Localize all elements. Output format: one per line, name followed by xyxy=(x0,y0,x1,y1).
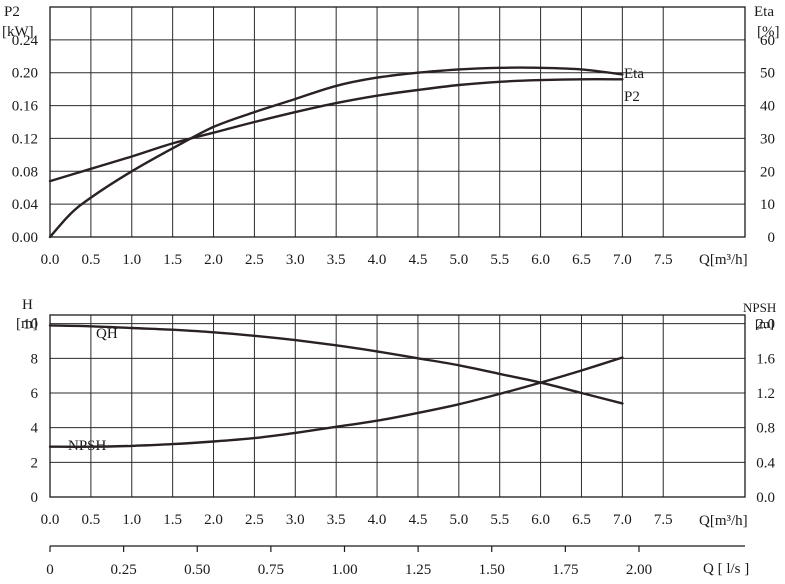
top-x-tick-label: 2.5 xyxy=(245,252,264,268)
eta-axis-title: Eta xyxy=(754,4,774,20)
top-right-tick-label: 0 xyxy=(768,230,776,246)
top-left-tick-label: 0.12 xyxy=(12,131,38,147)
ls-x-tick-label: 0 xyxy=(46,562,54,578)
bottom-x-tick-label: 0.5 xyxy=(82,512,101,528)
top-x-tick-label: 3.0 xyxy=(286,252,305,268)
bottom-x-tick-label: 5.5 xyxy=(490,512,509,528)
h-axis-unit: [m] xyxy=(16,316,38,332)
npsh-axis-title: NPSH xyxy=(743,300,776,315)
ls-x-tick-label: 1.75 xyxy=(552,562,578,578)
top-x-tick-label: 5.0 xyxy=(449,252,468,268)
bottom-x-tick-label: 1.5 xyxy=(163,512,182,528)
bottom-x-tick-label: 0.0 xyxy=(41,512,60,528)
bottom-plot-frame xyxy=(49,314,746,498)
top-right-tick-label: 20 xyxy=(760,164,775,180)
ls-x-tick-label: 0.75 xyxy=(258,562,284,578)
top-plot-frame xyxy=(49,6,746,238)
bottom-x-tick-label: 4.0 xyxy=(368,512,387,528)
bottom-right-tick-label: 1.2 xyxy=(756,386,775,402)
bottom-x-tick-label: 7.5 xyxy=(654,512,673,528)
top-left-tick-label: 0.20 xyxy=(12,66,38,82)
top-left-tick-label: 0.24 xyxy=(12,33,39,49)
bottom-left-tick-label: 4 xyxy=(31,421,39,437)
bottom-x-tick-label: 6.5 xyxy=(572,512,591,528)
bottom-left-tick-label: 8 xyxy=(31,351,39,367)
bottom-left-tick-label: 6 xyxy=(31,386,39,402)
bottom-x-tick-label: 3.5 xyxy=(327,512,346,528)
bottom-left-tick-label: 2 xyxy=(31,455,39,471)
top-left-tick-label: 0.16 xyxy=(12,99,39,115)
bottom-x-tick-label: 2.5 xyxy=(245,512,264,528)
ls-x-tick-label: 1.00 xyxy=(331,562,357,578)
top-x-tick-label: 6.5 xyxy=(572,252,591,268)
bottom-left-tick-label: 0 xyxy=(31,490,39,506)
top-x-tick-label: 4.0 xyxy=(368,252,387,268)
bottom-right-tick-label: 2.0 xyxy=(756,317,775,333)
bottom-x-tick-label: 3.0 xyxy=(286,512,305,528)
ls-x-tick-label: 0.25 xyxy=(110,562,136,578)
top-x-tick-label: 1.0 xyxy=(122,252,141,268)
top-right-tick-label: 60 xyxy=(760,33,775,49)
bottom-right-tick-label: 0.0 xyxy=(756,490,775,506)
grid-layer xyxy=(49,6,746,552)
tick-labels-layer: 0.0 0.5 1.0 1.5 2.0 2.5 3.0 3.5 4.0 4.5 5.0 5.5 6.0 6… xyxy=(12,33,776,578)
eta-curve xyxy=(48,66,624,239)
bottom-x-axis-label: Q[m³/h] xyxy=(699,513,748,529)
top-x-tick-label: 2.0 xyxy=(204,252,223,268)
top-x-tick-label: 7.0 xyxy=(613,252,632,268)
top-x-tick-label: 5.5 xyxy=(490,252,509,268)
bottom-x-tick-label: 5.0 xyxy=(449,512,468,528)
bottom-right-tick-label: 0.8 xyxy=(756,421,775,437)
top-x-tick-label: 0.0 xyxy=(41,252,60,268)
top-left-tick-label: 0.00 xyxy=(12,230,38,246)
top-x-axis-label: Q[m³/h] xyxy=(699,252,748,268)
curves-layer xyxy=(48,66,624,448)
eta-series-label: Eta xyxy=(624,66,644,82)
ls-x-tick-label: 0.50 xyxy=(184,562,210,578)
top-x-tick-label: 4.5 xyxy=(409,252,428,268)
top-right-tick-label: 50 xyxy=(760,66,775,82)
ls-axis-label: Q [ l/s ] xyxy=(703,561,749,577)
bottom-x-tick-label: 4.5 xyxy=(409,512,428,528)
bottom-right-tick-label: 1.6 xyxy=(756,351,775,367)
top-x-tick-label: 6.0 xyxy=(531,252,550,268)
top-right-tick-label: 30 xyxy=(760,131,775,147)
top-x-tick-label: 3.5 xyxy=(327,252,346,268)
eta-axis-unit: [%] xyxy=(757,24,780,40)
top-left-tick-label: 0.08 xyxy=(12,164,38,180)
qh-curve xyxy=(48,324,624,405)
p2-axis-unit: [kW] xyxy=(2,24,34,40)
bottom-right-tick-label: 0.4 xyxy=(756,455,775,471)
qh-series-label: QH xyxy=(96,326,118,342)
npsh-axis-unit: [m] xyxy=(755,316,774,331)
bottom-x-tick-label: 2.0 xyxy=(204,512,223,528)
top-x-tick-label: 0.5 xyxy=(82,252,101,268)
bottom-x-tick-label: 6.0 xyxy=(531,512,550,528)
p2-series-label: P2 xyxy=(624,89,640,105)
bottom-x-tick-label: 7.0 xyxy=(613,512,632,528)
npsh-curve xyxy=(48,356,624,448)
top-right-tick-label: 10 xyxy=(760,197,775,213)
bottom-left-tick-label: 10 xyxy=(23,317,38,333)
p2-axis-title: P2 xyxy=(4,4,20,20)
bottom-x-tick-label: 1.0 xyxy=(122,512,141,528)
top-x-tick-label: 7.5 xyxy=(654,252,673,268)
top-x-tick-label: 1.5 xyxy=(163,252,182,268)
p2-curve xyxy=(48,78,624,183)
ls-x-tick-label: 1.50 xyxy=(479,562,505,578)
ls-x-tick-label: 1.25 xyxy=(405,562,431,578)
top-left-tick-label: 0.04 xyxy=(12,197,39,213)
ls-x-tick-label: 2.00 xyxy=(626,562,652,578)
h-axis-title: H xyxy=(22,297,33,313)
top-right-tick-label: 40 xyxy=(760,99,775,115)
